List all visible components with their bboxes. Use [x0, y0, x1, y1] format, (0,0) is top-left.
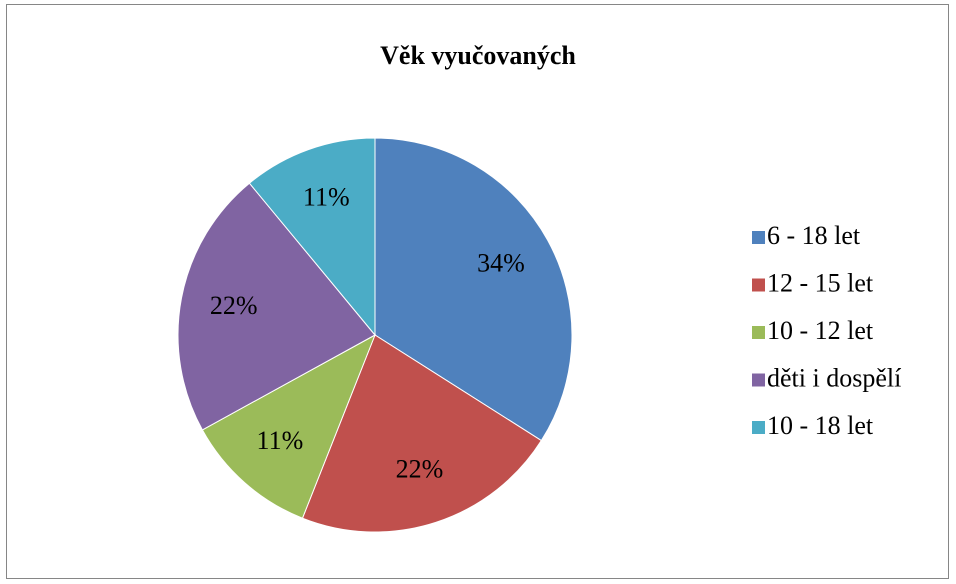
- pie-slice: [301, 334, 543, 533]
- data-label: 22%: [396, 455, 444, 484]
- legend-swatch: [752, 278, 765, 292]
- legend-label: 12 - 15 let: [767, 268, 874, 297]
- data-label: 22%: [210, 291, 258, 320]
- data-label: 11%: [303, 183, 350, 212]
- chart-title: Věk vyučovaných: [380, 41, 576, 70]
- legend-swatch: [752, 231, 765, 244]
- data-label: 34%: [477, 249, 525, 278]
- data-label: 11%: [257, 426, 304, 455]
- pie-slice: [177, 182, 376, 431]
- legend-swatch: [752, 373, 765, 387]
- legend-label: 10 - 18 let: [767, 411, 874, 440]
- pie-slice: [374, 137, 573, 442]
- pie-slice: [201, 333, 376, 519]
- legend-swatch: [752, 326, 765, 339]
- legend-label: děti i dospělí: [767, 363, 901, 392]
- legend-label: 10 - 12 let: [767, 316, 874, 345]
- legend-label: 6 - 18 let: [767, 221, 861, 250]
- pie-slice: [248, 137, 376, 337]
- legend-swatch: [752, 421, 765, 434]
